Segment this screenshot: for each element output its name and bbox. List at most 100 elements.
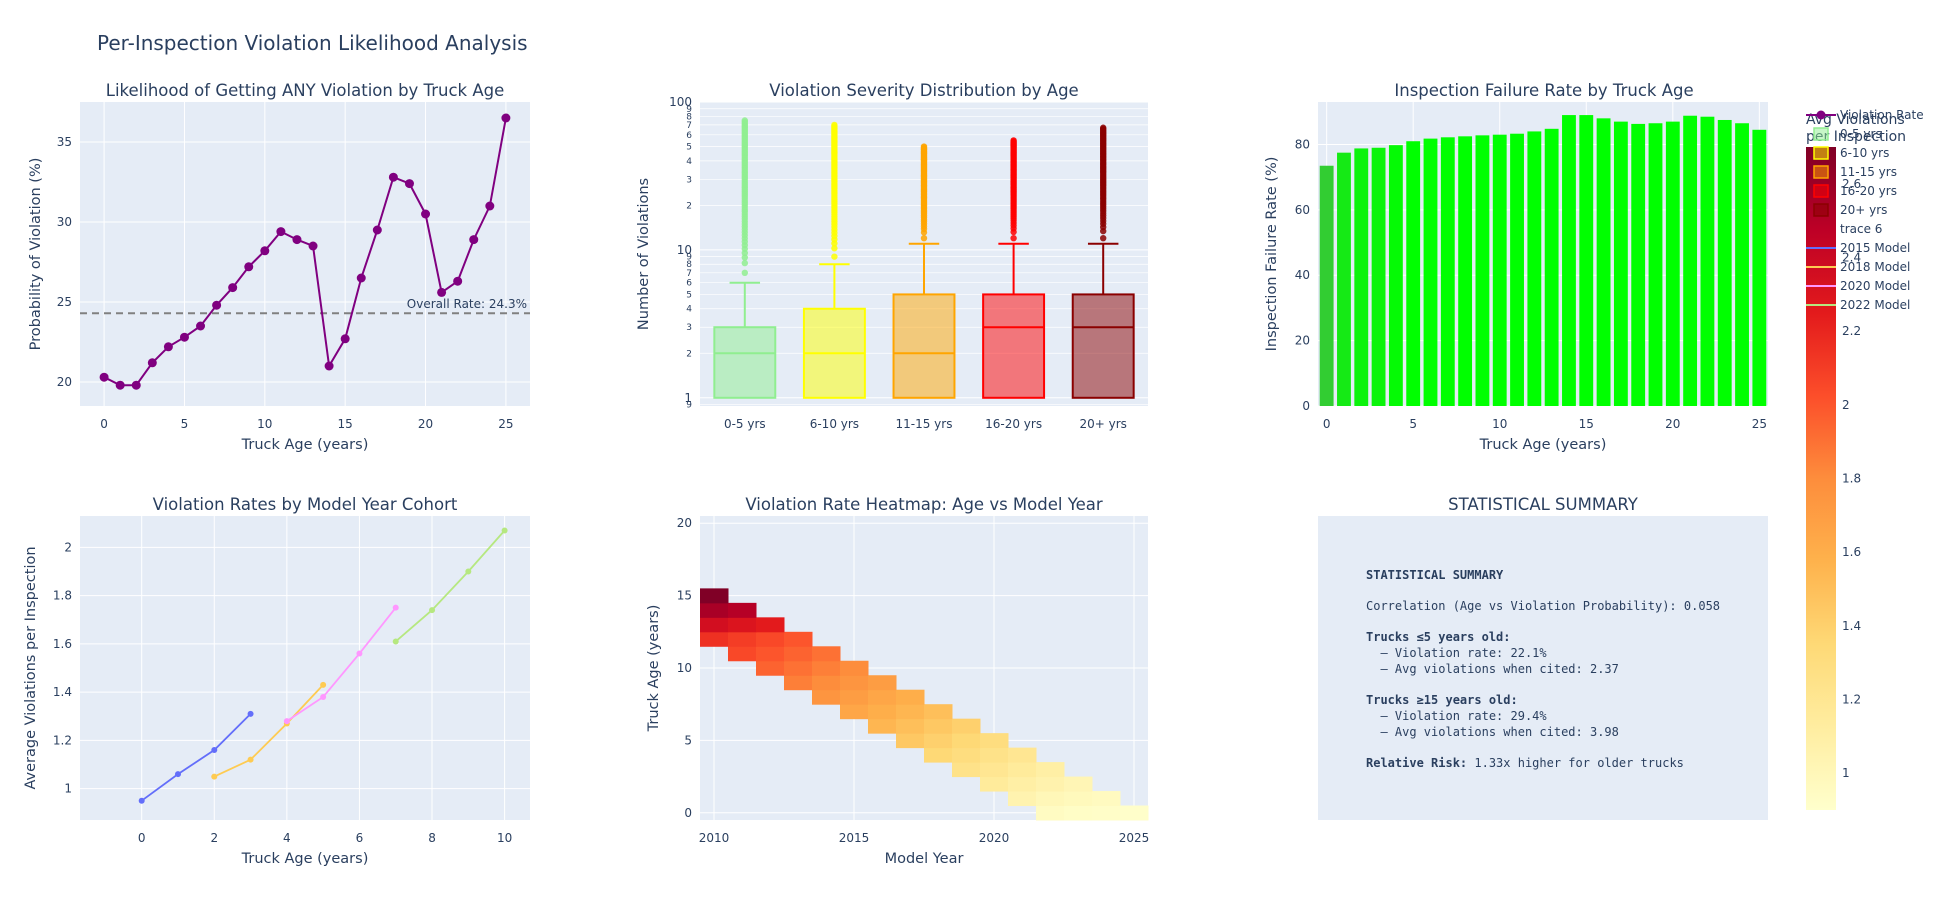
p4-plot-area	[80, 516, 530, 820]
p5-cell	[700, 602, 729, 618]
p5-cell	[1036, 805, 1065, 821]
p3-ytick-label: 60	[1295, 203, 1310, 217]
p4-ytick-label: 1.2	[53, 733, 72, 747]
p4-ytick-label: 2	[64, 540, 72, 554]
summary-old-avg: – Avg violations when cited: 3.98	[1366, 725, 1619, 739]
p4-point	[465, 568, 472, 575]
p5-cell	[840, 675, 869, 691]
p5-cell	[1092, 791, 1121, 807]
legend-item: 2020 Model	[1806, 279, 1910, 293]
p3-ytick-label: 20	[1295, 334, 1310, 348]
p2-ytick-label: 100	[669, 95, 692, 109]
p2-ylabel: Number of Violations	[636, 178, 652, 330]
legend-label: 20+ yrs	[1840, 203, 1887, 217]
p1-ytick-label: 30	[57, 215, 72, 229]
legend-swatch-marker	[1816, 110, 1826, 120]
p3-bar	[1579, 115, 1594, 407]
p4-ytick-label: 1.4	[53, 685, 72, 699]
p2-ytick-minor-label: 4	[686, 157, 692, 167]
p3-xtick-label: 25	[1752, 417, 1767, 431]
p1-xtick-label: 5	[181, 417, 189, 431]
legend-label: 0-5 yrs	[1840, 127, 1882, 141]
p3-bar	[1510, 133, 1524, 406]
p3-bar	[1371, 147, 1386, 407]
p1-xlabel: Truck Age (years)	[241, 437, 369, 453]
p5-ylabel: Truck Age (years)	[646, 605, 662, 733]
p4-series-line	[395, 529, 506, 643]
p4-series-line	[286, 607, 397, 722]
p3-xtick-label: 15	[1579, 417, 1594, 431]
p4-series-line	[141, 713, 252, 802]
p2-box-group	[892, 143, 956, 399]
p5-ytick-label: 0	[684, 806, 692, 820]
p5-cell	[1008, 776, 1037, 792]
p1-ytick-label: 35	[57, 135, 72, 149]
p4-xtick-label: 0	[138, 831, 146, 845]
p5-cell	[756, 631, 785, 647]
p3-ylabel: Inspection Failure Rate (%)	[1264, 157, 1280, 352]
p3-bar	[1319, 165, 1334, 406]
p2-box	[1071, 293, 1135, 399]
legend-item: 16-20 yrs	[1813, 184, 1897, 198]
p5-xtick-label: 2025	[1119, 831, 1150, 845]
figure-title: Per-Inspection Violation Likelihood Anal…	[97, 31, 528, 55]
panel-model-year-cohort: Violation Rates by Model Year Cohort 0 2 4…	[23, 495, 530, 867]
legend-item: 0-5 yrs	[1813, 127, 1882, 141]
p2-ytick-minor-label: 7	[686, 121, 692, 131]
p5-title: Violation Rate Heatmap: Age vs Model Yea…	[745, 495, 1103, 514]
p4-xlabel: Truck Age (years)	[241, 851, 369, 867]
p5-cell	[952, 747, 981, 763]
p2-ytick-label: 1	[684, 391, 692, 405]
p5-cell	[924, 747, 953, 763]
legend-label: 16-20 yrs	[1840, 184, 1897, 198]
p5-cell	[812, 660, 841, 676]
panel-violation-likelihood: Likelihood of Getting ANY Violation by T…	[28, 81, 530, 453]
p2-box-group	[802, 121, 866, 399]
p1-xtick-label: 10	[257, 417, 272, 431]
p1-reference-label: Overall Rate: 24.3%	[407, 297, 527, 311]
p3-xlabel: Truck Age (years)	[1479, 437, 1607, 453]
p2-ytick-minor-label: 3	[686, 323, 692, 333]
summary-heading: STATISTICAL SUMMARY	[1366, 568, 1504, 582]
p5-cell	[840, 660, 869, 676]
p1-xtick-label: 0	[100, 417, 108, 431]
p4-xtick-label: 6	[356, 831, 364, 845]
p3-bar	[1648, 123, 1663, 406]
p4-point	[138, 797, 145, 804]
p5-cell	[728, 631, 757, 647]
summary-old-heading: Trucks ≥15 years old:	[1366, 693, 1518, 707]
panel-heatmap: Violation Rate Heatmap: Age vs Model Yea…	[646, 495, 1149, 867]
p5-cell	[868, 718, 897, 734]
summary-title: STATISTICAL SUMMARY	[1448, 495, 1639, 514]
p3-bar	[1388, 145, 1403, 407]
p4-point	[320, 681, 327, 688]
p5-cell	[868, 689, 897, 705]
colorbar-tick-label: 2	[1842, 398, 1850, 412]
p5-cell	[1036, 776, 1065, 792]
p2-ytick-minor-label: 7	[686, 269, 692, 279]
summary-young-heading: Trucks ≤5 years old:	[1366, 630, 1511, 644]
p5-cell	[1008, 747, 1037, 763]
p4-xtick-label: 8	[428, 831, 436, 845]
p5-cell	[1008, 791, 1037, 807]
colorbar-tick-label: 2.6	[1842, 177, 1861, 191]
p2-ytick-minor-label: 2	[686, 349, 692, 359]
p1-point	[404, 179, 414, 189]
p4-point	[211, 773, 218, 780]
p3-bar	[1700, 116, 1715, 406]
p5-cell	[896, 718, 925, 734]
legend-swatch-box	[1813, 127, 1829, 141]
p5-cell	[700, 617, 729, 633]
legend: Violation Rate 0-5 yrs 6-10 yrs 11-15 yrs 16…	[1806, 108, 1924, 312]
p4-point	[320, 693, 327, 700]
p5-cell	[728, 617, 757, 633]
p2-outlier	[831, 245, 838, 252]
p2-ytick-minor-label: 6	[686, 131, 692, 141]
summary-old-rate: – Violation rate: 29.4%	[1366, 709, 1547, 723]
p2-title: Violation Severity Distribution by Age	[769, 81, 1078, 100]
p2-xtick-label: 11-15 yrs	[896, 417, 953, 431]
p3-bar	[1440, 137, 1455, 406]
panel-failure-rate: Inspection Failure Rate by Truck Age 0 20…	[1264, 81, 1768, 453]
p5-cell	[1120, 805, 1149, 821]
